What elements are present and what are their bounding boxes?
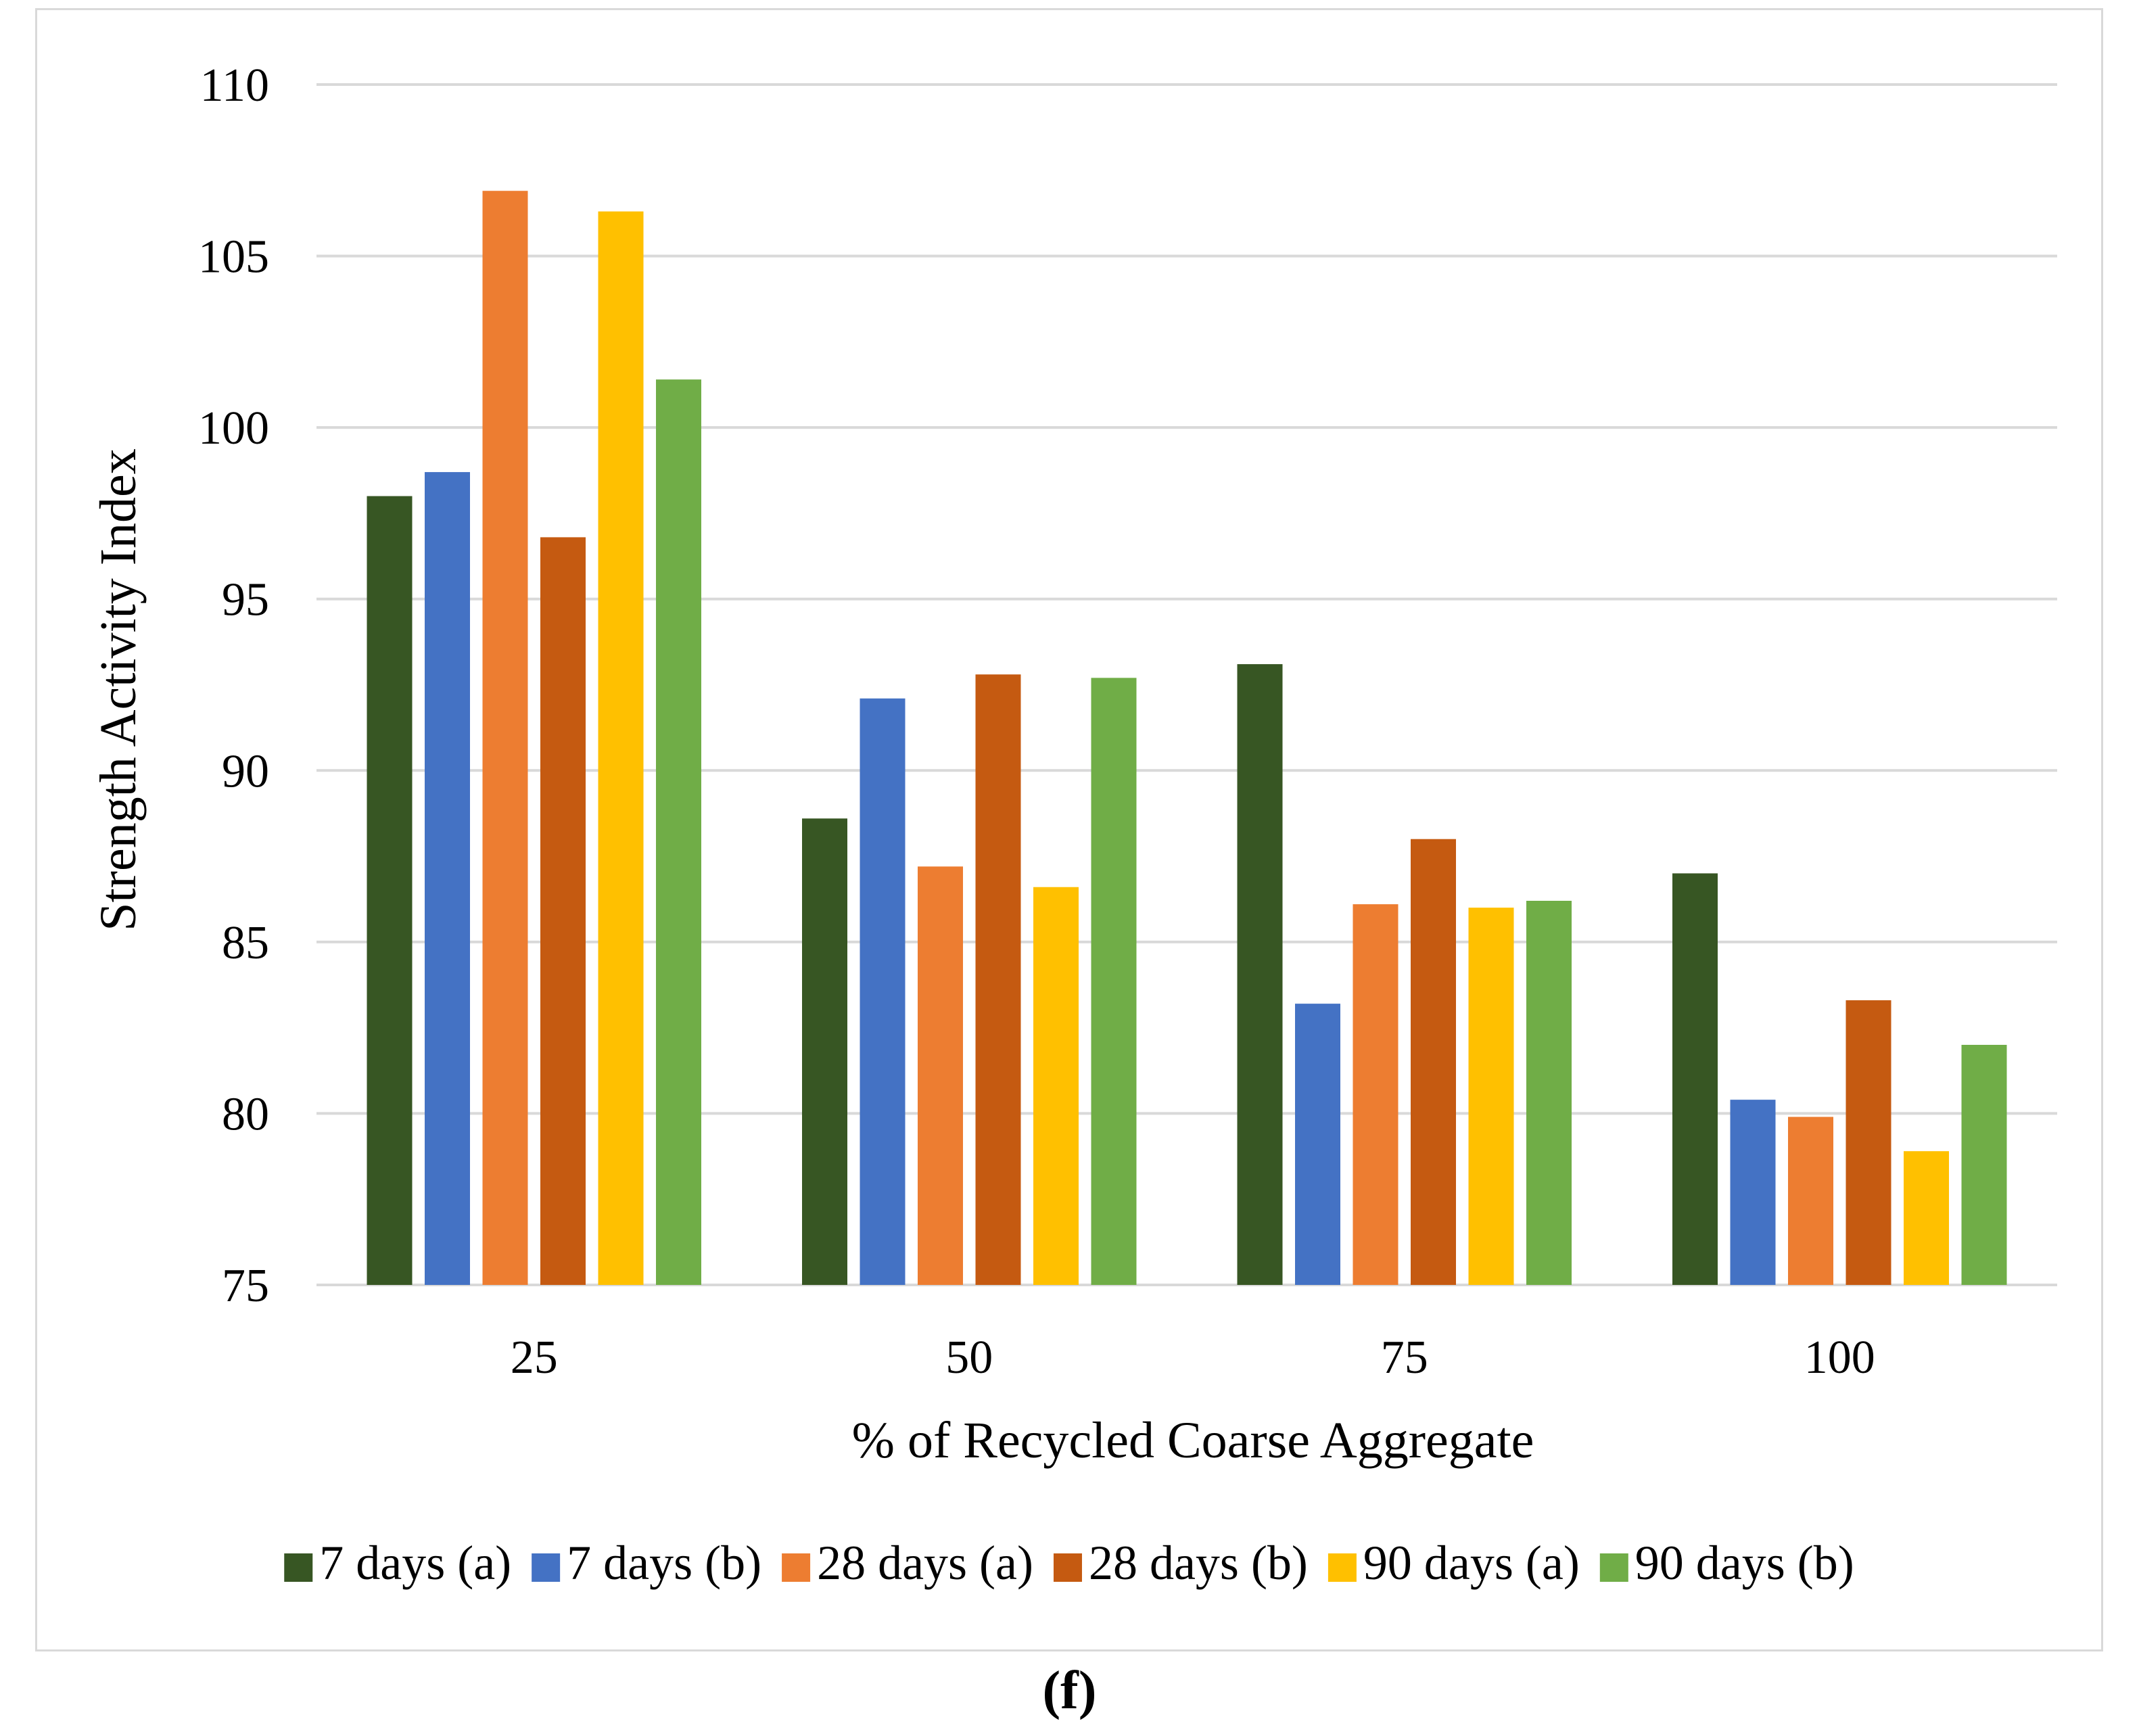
y-axis-ticks: 75 80 85 90 95 100 105 110 — [198, 60, 269, 1312]
x-tick-label: 100 — [1804, 1332, 1875, 1384]
legend-swatch — [782, 1553, 811, 1582]
bar-50-90-days-b — [1091, 678, 1137, 1285]
legend-item: 28 days (a) — [782, 1536, 1033, 1590]
bar-75-28-days-a — [1353, 904, 1398, 1285]
bar-75-7-days-b — [1295, 1004, 1340, 1285]
bar-100-28-days-a — [1788, 1117, 1833, 1285]
legend-swatch — [1053, 1553, 1082, 1582]
bar-75-28-days-b — [1411, 839, 1456, 1285]
legend: 7 days (a) 7 days (b) 28 days (a) 28 days (… — [284, 1536, 1854, 1590]
y-axis-title: Strength Activity Index — [90, 448, 147, 931]
bar-100-90-days-b — [1961, 1045, 2007, 1285]
bar-100-7-days-a — [1672, 873, 1718, 1285]
bars — [367, 191, 2007, 1286]
bar-50-90-days-a — [1033, 887, 1079, 1285]
legend-swatch — [1327, 1553, 1357, 1582]
legend-item: 28 days (b) — [1053, 1536, 1308, 1590]
x-axis-title: % of Recycled Coarse Aggregate — [852, 1412, 1534, 1469]
y-tick-label: 85 — [222, 917, 269, 969]
legend-label: 90 days (a) — [1363, 1536, 1580, 1590]
bar-25-90-days-b — [656, 379, 701, 1286]
legend-item: 90 days (a) — [1327, 1536, 1580, 1590]
y-tick-label: 95 — [222, 574, 269, 626]
legend-label: 28 days (b) — [1089, 1536, 1308, 1590]
y-tick-label: 75 — [222, 1260, 269, 1312]
bar-50-7-days-a — [802, 818, 847, 1285]
bar-75-90-days-a — [1468, 908, 1514, 1285]
legend-label: 7 days (a) — [319, 1536, 511, 1590]
x-tick-label: 50 — [945, 1332, 993, 1384]
y-tick-label: 80 — [222, 1088, 269, 1140]
legend-item: 90 days (b) — [1599, 1536, 1854, 1590]
panel-label: (f) — [1042, 1661, 1097, 1720]
bar-50-7-days-b — [860, 698, 906, 1285]
y-tick-label: 110 — [200, 60, 269, 112]
legend-label: 90 days (b) — [1635, 1536, 1854, 1590]
x-tick-label: 25 — [511, 1332, 558, 1384]
x-axis-ticks: 25 50 75 100 — [511, 1332, 1875, 1384]
bar-25-90-days-a — [598, 211, 644, 1286]
y-tick-label: 105 — [198, 231, 269, 283]
legend-swatch — [1599, 1553, 1628, 1582]
y-tick-label: 90 — [222, 745, 269, 797]
legend-item: 7 days (a) — [284, 1536, 511, 1590]
bar-25-7-days-b — [425, 472, 470, 1285]
legend-label: 7 days (b) — [567, 1536, 761, 1590]
bar-100-28-days-b — [1846, 1000, 1891, 1285]
bar-75-7-days-a — [1237, 664, 1283, 1285]
legend-item: 7 days (b) — [532, 1536, 761, 1590]
legend-swatch — [284, 1553, 313, 1582]
bar-75-90-days-b — [1526, 901, 1572, 1285]
x-tick-label: 75 — [1381, 1332, 1428, 1384]
bar-25-28-days-b — [540, 537, 586, 1285]
y-tick-label: 100 — [198, 402, 269, 454]
bar-50-28-days-b — [975, 674, 1021, 1285]
bar-50-28-days-a — [918, 866, 963, 1285]
bar-25-28-days-a — [482, 191, 528, 1285]
bar-100-7-days-b — [1730, 1100, 1776, 1285]
bar-25-7-days-a — [367, 496, 413, 1285]
bar-100-90-days-a — [1904, 1151, 1949, 1285]
legend-swatch — [532, 1553, 561, 1582]
legend-label: 28 days (a) — [817, 1536, 1033, 1590]
